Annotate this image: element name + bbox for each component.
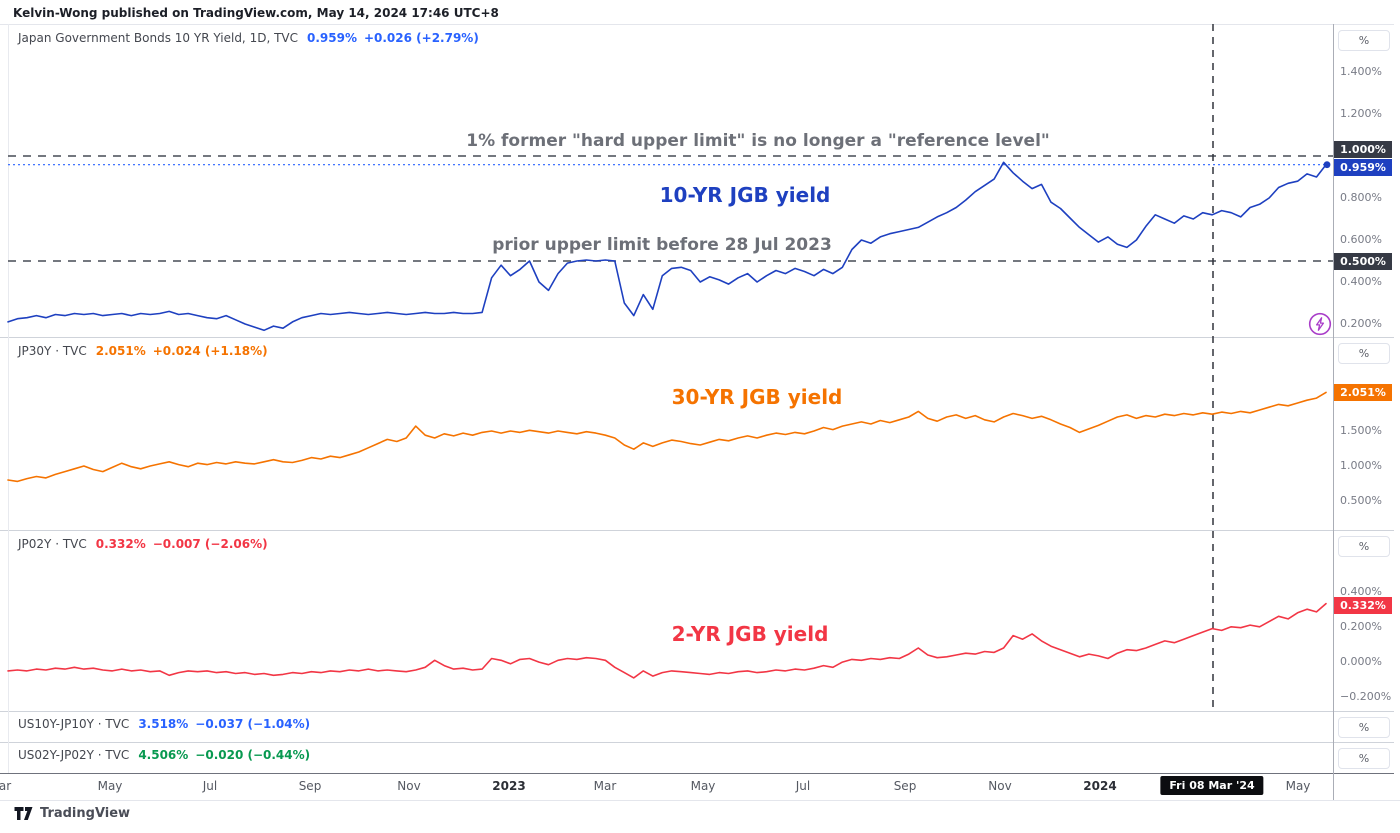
- time-axis-label: Nov: [988, 779, 1012, 793]
- time-axis-border: [0, 773, 1394, 774]
- price-badge-jp02y: 0.332%: [1334, 597, 1392, 615]
- annotation-10yr-label: 10-YR JGB yield: [659, 182, 831, 207]
- axis-tick-label: 0.400%: [1340, 584, 1382, 598]
- annotation-2yr-label: 2-YR JGB yield: [671, 621, 829, 646]
- footer-brand[interactable]: TradingView: [14, 806, 130, 821]
- axis-unit-button-jp30y[interactable]: %: [1338, 343, 1390, 364]
- legend-jp02y-price: 0.332%: [95, 537, 146, 551]
- legend-jp02y[interactable]: JP02Y · TVC 0.332% −0.007 (−2.06%): [18, 537, 268, 551]
- axis-tick-label: 0.200%: [1340, 619, 1382, 633]
- footer-divider: [0, 800, 1400, 801]
- time-axis-label: May: [1285, 779, 1311, 793]
- axis-tick-label: 0.800%: [1340, 191, 1382, 204]
- legend-us10y-jp10y-change: −0.037 (−1.04%): [195, 717, 311, 731]
- legend-jp30y[interactable]: JP30Y · TVC 2.051% +0.024 (+1.18%): [18, 344, 268, 358]
- legend-jp10y-title: Japan Government Bonds 10 YR Yield, 1D, …: [18, 31, 298, 45]
- pane-separator-4[interactable]: [0, 742, 1394, 743]
- time-axis-label: 2024: [1083, 779, 1117, 793]
- time-axis-label: Sep: [298, 779, 322, 793]
- last-price-dot: [1323, 161, 1331, 169]
- price-badge-jp10y: 0.500%: [1334, 252, 1392, 270]
- annotation-30yr-label: 30-YR JGB yield: [671, 384, 843, 409]
- annotation-1-percent-limit: 1% former "hard upper limit" is no longe…: [466, 130, 1050, 151]
- legend-us02y-jp02y[interactable]: US02Y-JP02Y · TVC 4.506% −0.020 (−0.44%): [18, 748, 310, 762]
- time-axis[interactable]: ar May Jul Sep Nov 2023 Mar May Jul Sep Nov 2024 May…: [0, 773, 1334, 800]
- legend-us10y-jp10y-title: US10Y-JP10Y · TVC: [18, 717, 130, 731]
- axis-unit-button-us02y-jp02y[interactable]: %: [1338, 748, 1390, 769]
- pane-separator-3[interactable]: [0, 711, 1394, 712]
- pane-separator-1[interactable]: [0, 337, 1394, 338]
- footer-brand-label: TradingView: [40, 806, 131, 821]
- time-axis-label: Sep: [893, 779, 917, 793]
- plot-left-border: [8, 24, 9, 773]
- legend-jp30y-price: 2.051%: [95, 344, 146, 358]
- axis-tick-label: −0.200%: [1340, 690, 1392, 704]
- axis-tick-label: 1.000%: [1340, 459, 1382, 472]
- axis-tick-label: 0.600%: [1340, 233, 1382, 246]
- pane-separator-2[interactable]: [0, 530, 1394, 531]
- tradingview-logo-icon: [14, 807, 33, 820]
- price-badge-jp10y: 0.959%: [1334, 159, 1392, 177]
- lightning-icon: [1308, 312, 1332, 336]
- legend-jp30y-change: +0.024 (+1.18%): [152, 344, 268, 358]
- legend-us10y-jp10y-price: 3.518%: [138, 717, 189, 731]
- flash-icon-button[interactable]: [1307, 311, 1333, 337]
- legend-jp30y-title: JP30Y · TVC: [18, 344, 87, 358]
- time-axis-label: Jul: [202, 779, 218, 793]
- attribution-text: Kelvin-Wong published on TradingView.com…: [13, 6, 499, 20]
- legend-jp02y-change: −0.007 (−2.06%): [152, 537, 268, 551]
- annotation-prior-limit: prior upper limit before 28 Jul 2023: [492, 234, 832, 255]
- time-axis-label: Mar: [593, 779, 617, 793]
- axis-unit-button-us10y-jp10y[interactable]: %: [1338, 717, 1390, 738]
- legend-us02y-jp02y-title: US02Y-JP02Y · TVC: [18, 748, 130, 762]
- price-badge-jp30y: 2.051%: [1334, 383, 1392, 401]
- time-axis-label: May: [97, 779, 123, 793]
- crosshair-date-badge: Fri 08 Mar '24: [1160, 776, 1264, 795]
- legend-jp02y-title: JP02Y · TVC: [18, 537, 87, 551]
- axis-tick-label: 0.000%: [1340, 655, 1382, 669]
- axis-unit-button-jp02y[interactable]: %: [1338, 536, 1390, 557]
- axis-tick-label: 0.200%: [1340, 317, 1382, 330]
- time-axis-label: Jul: [795, 779, 811, 793]
- axis-unit-button-jp10y[interactable]: %: [1338, 30, 1390, 51]
- time-axis-label: May: [690, 779, 716, 793]
- price-axis-border: [1333, 24, 1334, 800]
- legend-jp10y[interactable]: Japan Government Bonds 10 YR Yield, 1D, …: [18, 31, 479, 45]
- chart-top-border: [0, 24, 1394, 25]
- axis-tick-label: 0.500%: [1340, 494, 1382, 507]
- time-axis-label: ar: [0, 779, 12, 793]
- time-axis-label: Nov: [397, 779, 421, 793]
- legend-us10y-jp10y[interactable]: US10Y-JP10Y · TVC 3.518% −0.037 (−1.04%): [18, 717, 310, 731]
- series-line-jp02y: [7, 602, 1327, 679]
- legend-jp10y-change: +0.026 (+2.79%): [363, 31, 479, 45]
- axis-tick-label: 1.500%: [1340, 424, 1382, 437]
- price-badge-jp10y: 1.000%: [1334, 140, 1392, 158]
- price-axis[interactable]: % 1.400% 1.200% 0.800% 0.600% 0.400% 0.200% 1.0…: [1334, 0, 1394, 800]
- axis-tick-label: 1.400%: [1340, 65, 1382, 79]
- axis-tick-label: 0.400%: [1340, 275, 1382, 288]
- legend-us02y-jp02y-price: 4.506%: [138, 748, 189, 762]
- axis-tick-label: 1.200%: [1340, 107, 1382, 121]
- time-axis-label: 2023: [492, 779, 526, 793]
- legend-us02y-jp02y-change: −0.020 (−0.44%): [195, 748, 311, 762]
- series-line-jp30y: [7, 391, 1327, 483]
- legend-jp10y-price: 0.959%: [306, 31, 357, 45]
